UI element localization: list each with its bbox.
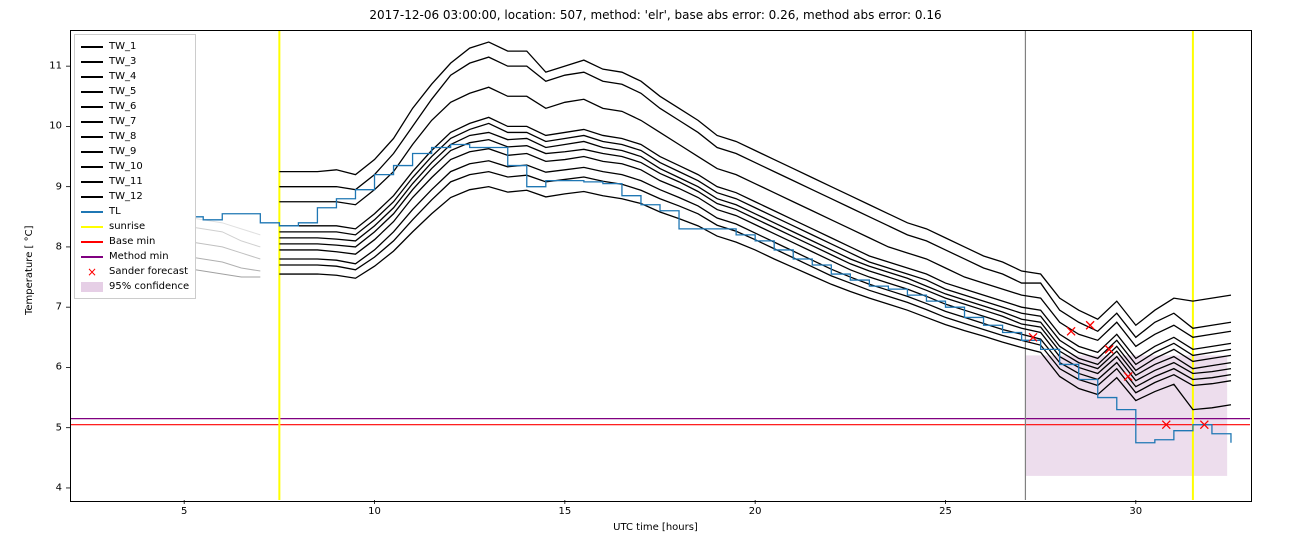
- legend-item: TW_9: [81, 144, 189, 159]
- legend-label: TW_5: [109, 84, 136, 99]
- y-tick-label: 4: [42, 482, 62, 493]
- legend-item: Method min: [81, 249, 189, 264]
- legend-item: TW_8: [81, 129, 189, 144]
- legend-label: Base min: [109, 234, 155, 249]
- x-axis-label: UTC time [hours]: [0, 522, 1311, 533]
- legend-label: TW_9: [109, 144, 136, 159]
- legend-label: TL: [109, 204, 121, 219]
- legend-item: Base min: [81, 234, 189, 249]
- legend-item: TW_7: [81, 114, 189, 129]
- legend-item: sunrise: [81, 219, 189, 234]
- y-axis-label: Temperature [ °C]: [24, 226, 35, 316]
- legend-item: ×Sander forecast: [81, 264, 189, 279]
- y-tick-label: 7: [42, 302, 62, 313]
- legend-label: 95% confidence: [109, 279, 189, 294]
- plot-area: [70, 30, 1250, 500]
- x-tick-label: 30: [1129, 506, 1142, 517]
- legend-item: 95% confidence: [81, 279, 189, 294]
- legend-label: TW_8: [109, 129, 136, 144]
- x-tick-label: 15: [558, 506, 571, 517]
- legend-label: Method min: [109, 249, 169, 264]
- legend-label: sunrise: [109, 219, 145, 234]
- y-tick-label: 11: [42, 61, 62, 72]
- legend-label: TW_7: [109, 114, 136, 129]
- x-tick-label: 25: [939, 506, 952, 517]
- y-tick-label: 9: [42, 181, 62, 192]
- legend-item: TL: [81, 204, 189, 219]
- legend-item: TW_10: [81, 159, 189, 174]
- legend-item: TW_11: [81, 174, 189, 189]
- legend-item: TW_1: [81, 39, 189, 54]
- legend-label: Sander forecast: [109, 264, 188, 279]
- y-tick-label: 8: [42, 241, 62, 252]
- legend-label: TW_3: [109, 54, 136, 69]
- legend-item: TW_3: [81, 54, 189, 69]
- legend-label: TW_1: [109, 39, 136, 54]
- legend-label: TW_12: [109, 189, 143, 204]
- legend-item: TW_4: [81, 69, 189, 84]
- x-tick-label: 10: [368, 506, 381, 517]
- y-tick-label: 5: [42, 422, 62, 433]
- x-tick-label: 20: [749, 506, 762, 517]
- legend-item: TW_5: [81, 84, 189, 99]
- y-tick-label: 10: [42, 121, 62, 132]
- legend-label: TW_11: [109, 174, 143, 189]
- figure: 2017-12-06 03:00:00, location: 507, meth…: [0, 0, 1311, 547]
- legend-label: TW_10: [109, 159, 143, 174]
- chart-title: 2017-12-06 03:00:00, location: 507, meth…: [0, 8, 1311, 22]
- legend: TW_1TW_3TW_4TW_5TW_6TW_7TW_8TW_9TW_10TW_…: [74, 34, 196, 299]
- x-tick-label: 5: [181, 506, 187, 517]
- legend-label: TW_6: [109, 99, 136, 114]
- legend-label: TW_4: [109, 69, 136, 84]
- legend-item: TW_12: [81, 189, 189, 204]
- legend-item: TW_6: [81, 99, 189, 114]
- y-tick-label: 6: [42, 362, 62, 373]
